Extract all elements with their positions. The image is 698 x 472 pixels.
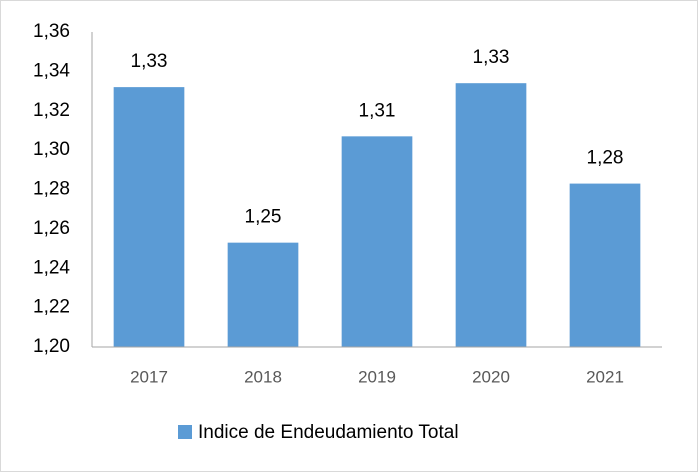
- data-label: 1,31: [359, 100, 396, 121]
- y-tick-label: 1,20: [33, 336, 70, 357]
- bar: [455, 83, 527, 347]
- y-tick-label: 1,22: [33, 297, 70, 318]
- data-label: 1,33: [131, 51, 168, 72]
- x-tick-label: 2018: [244, 367, 282, 386]
- bar: [341, 136, 413, 347]
- x-tick-label: 2020: [472, 367, 510, 386]
- y-tick-label: 1,26: [33, 218, 70, 239]
- y-tick-label: 1,36: [33, 21, 70, 42]
- x-tick-label: 2017: [130, 367, 168, 386]
- bar: [113, 87, 185, 347]
- data-label: 1,28: [587, 148, 624, 169]
- y-tick-label: 1,24: [33, 257, 70, 278]
- x-tick-label: 2019: [358, 367, 396, 386]
- bar: [569, 183, 641, 347]
- bar: [227, 242, 299, 347]
- data-label: 1,33: [473, 47, 510, 68]
- x-tick-label: 2021: [586, 367, 624, 386]
- y-tick-label: 1,30: [33, 139, 70, 160]
- y-tick-label: 1,32: [33, 100, 70, 121]
- legend-swatch: [178, 425, 192, 439]
- legend-label: Indice de Endeudamiento Total: [198, 422, 459, 443]
- data-label: 1,25: [245, 207, 282, 228]
- y-tick-label: 1,28: [33, 179, 70, 200]
- y-tick-label: 1,34: [33, 60, 70, 81]
